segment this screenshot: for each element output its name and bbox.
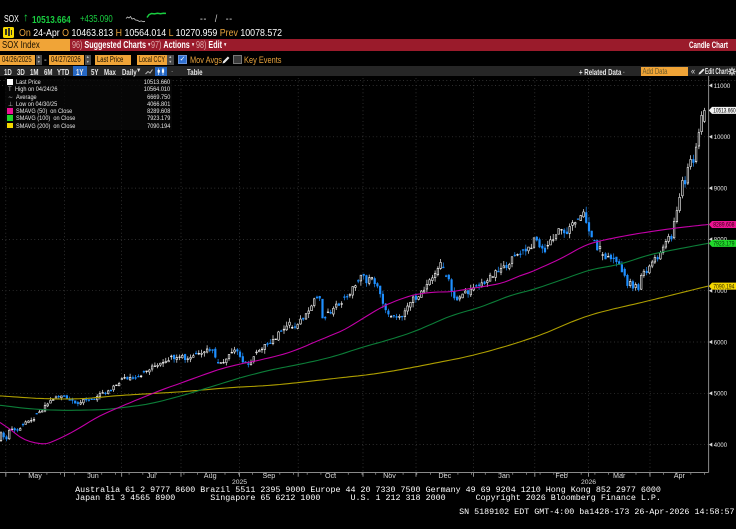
svg-text:4000: 4000 xyxy=(714,442,728,449)
svg-text:8289.608: 8289.608 xyxy=(713,223,735,229)
svg-text:Jun: Jun xyxy=(87,471,99,480)
svg-text:5000: 5000 xyxy=(714,391,728,398)
svg-text:2025: 2025 xyxy=(232,479,247,486)
svg-text:Mar: Mar xyxy=(613,471,626,480)
svg-text:9000: 9000 xyxy=(714,185,728,192)
svg-text:2026: 2026 xyxy=(581,479,596,486)
svg-text:Jan: Jan xyxy=(498,471,510,480)
svg-text:10000: 10000 xyxy=(714,134,731,141)
svg-text:Oct: Oct xyxy=(325,471,336,480)
svg-text:Sep: Sep xyxy=(263,471,276,480)
svg-text:Jul: Jul xyxy=(147,471,157,480)
svg-text:6000: 6000 xyxy=(714,339,728,346)
svg-text:Aug: Aug xyxy=(204,471,217,480)
svg-text:7000: 7000 xyxy=(714,288,728,295)
svg-text:May: May xyxy=(28,471,42,480)
svg-text:Nov: Nov xyxy=(383,471,396,480)
svg-text:11000: 11000 xyxy=(714,83,731,90)
svg-text:7923.179: 7923.179 xyxy=(713,242,735,248)
svg-text:7090.194: 7090.194 xyxy=(713,284,735,290)
svg-text:10513.660: 10513.660 xyxy=(713,109,736,115)
svg-text:Apr: Apr xyxy=(674,471,686,480)
svg-text:Feb: Feb xyxy=(555,471,567,480)
svg-text:Dec: Dec xyxy=(438,471,451,480)
